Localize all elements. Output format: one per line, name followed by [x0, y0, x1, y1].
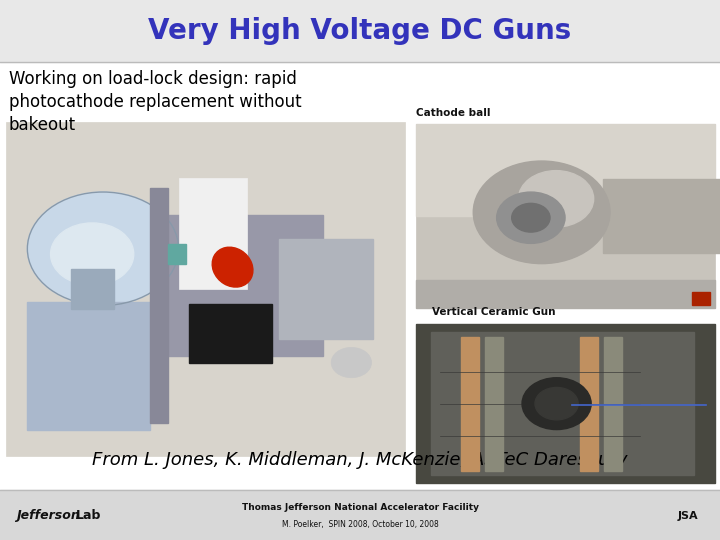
Text: Jefferson: Jefferson [16, 509, 80, 522]
Text: Vertical Ceramic Gun: Vertical Ceramic Gun [432, 307, 556, 317]
Bar [431, 332, 694, 475]
Bar [416, 324, 715, 483]
Bar [692, 292, 710, 305]
Bar [461, 337, 479, 470]
Circle shape [50, 223, 134, 285]
Text: JSA: JSA [678, 511, 698, 521]
Bar [6, 122, 405, 456]
Bar [416, 124, 715, 216]
Bar [27, 302, 150, 429]
Circle shape [535, 388, 578, 420]
Circle shape [522, 378, 591, 430]
Circle shape [497, 192, 565, 244]
Bar [150, 188, 168, 423]
Circle shape [27, 192, 179, 306]
Bar [179, 178, 247, 289]
Bar [164, 215, 323, 356]
Text: Cathode ball: Cathode ball [416, 107, 490, 118]
Circle shape [331, 347, 372, 377]
Bar [603, 179, 720, 253]
Bar [604, 337, 622, 470]
Bar [189, 304, 272, 362]
Bar [279, 239, 373, 339]
Circle shape [518, 171, 594, 227]
Circle shape [473, 161, 610, 264]
Bar [416, 324, 715, 483]
Bar [0, 490, 720, 540]
Text: From L. Jones, K. Middleman, J. Mc​Kenzie, ASTe​C Daresbury: From L. Jones, K. Middleman, J. Mc​Kenzi… [92, 451, 628, 469]
Ellipse shape [212, 247, 253, 287]
Bar [168, 244, 186, 264]
Bar [485, 337, 503, 470]
Bar [416, 124, 715, 308]
Bar [0, 0, 720, 62]
Text: Thomas Jefferson National Accelerator Facility: Thomas Jefferson National Accelerator Fa… [241, 503, 479, 512]
Text: Working on load-lock design: rapid
photocathode replacement without
bakeout: Working on load-lock design: rapid photo… [9, 70, 301, 134]
Text: Very High Voltage DC Guns: Very High Voltage DC Guns [148, 17, 572, 45]
Text: Lab: Lab [76, 509, 101, 522]
Circle shape [512, 204, 550, 232]
Bar [71, 269, 114, 309]
Bar [416, 280, 715, 308]
Bar [580, 337, 598, 470]
Text: M. Poelker,  SPIN 2008, October 10, 2008: M. Poelker, SPIN 2008, October 10, 2008 [282, 521, 438, 529]
